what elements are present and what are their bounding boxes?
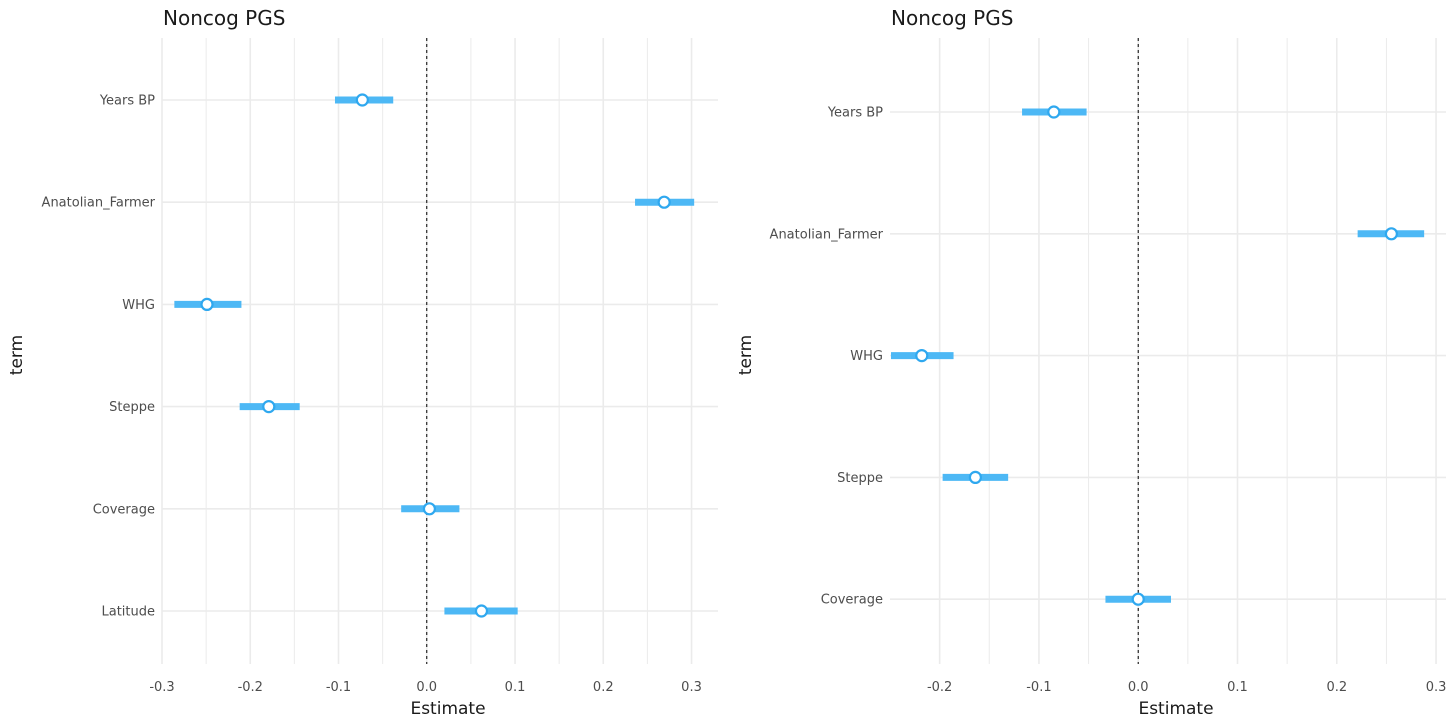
x-tick-label: -0.1 xyxy=(1026,680,1051,695)
y-tick-label: Steppe xyxy=(837,471,883,486)
estimate-point xyxy=(968,470,982,484)
estimate-point xyxy=(1384,227,1398,241)
estimate-point xyxy=(915,349,929,363)
y-tick-label: Years BP xyxy=(99,94,155,109)
panel-title: Noncog PGS xyxy=(891,6,1013,30)
x-tick-label: 0.3 xyxy=(681,680,702,695)
panel-2: -0.2 -0.1 0.0 0.1 0.2 0.3 Years BP Anatolian_Fa… xyxy=(736,6,1446,719)
x-tick-label: 0.0 xyxy=(1128,680,1149,695)
x-tick-label: 0.1 xyxy=(505,680,526,695)
y-tick-label: Coverage xyxy=(821,593,883,608)
x-axis-label: Estimate xyxy=(410,699,485,719)
y-tick-label: WHG xyxy=(850,349,883,364)
estimate-point xyxy=(200,297,214,311)
x-tick-label: 0.3 xyxy=(1426,680,1447,695)
y-tick-label: Steppe xyxy=(109,400,155,415)
x-tick-label: 0.0 xyxy=(416,680,437,695)
x-tick-label: 0.2 xyxy=(1326,680,1347,695)
estimate-point xyxy=(1047,105,1061,119)
estimate-point xyxy=(474,604,489,618)
y-axis-label: term xyxy=(736,335,756,375)
y-tick-label: Coverage xyxy=(93,502,155,517)
x-tick-label: -0.2 xyxy=(927,680,952,695)
x-tick-label: -0.2 xyxy=(238,680,263,695)
y-axis-label: term xyxy=(7,335,27,375)
y-tick-label: Anatolian_Farmer xyxy=(770,227,884,242)
x-tick-label: -0.1 xyxy=(326,680,351,695)
estimate-point xyxy=(262,400,276,414)
x-tick-label: 0.2 xyxy=(593,680,614,695)
y-tick-label: Anatolian_Farmer xyxy=(42,196,156,211)
estimate-point xyxy=(355,93,369,107)
y-tick-label: WHG xyxy=(122,298,155,313)
x-axis-label: Estimate xyxy=(1138,699,1213,719)
estimate-point xyxy=(422,502,437,516)
estimate-point xyxy=(657,195,671,209)
x-tick-label: 0.1 xyxy=(1227,680,1248,695)
panel-1: -0.3 -0.2 -0.1 0.0 0.1 0.2 0.3 Years BP Anatolia… xyxy=(7,6,718,719)
x-tick-label: -0.3 xyxy=(149,680,174,695)
estimate-point xyxy=(1131,592,1145,606)
panel-title: Noncog PGS xyxy=(163,6,285,30)
y-tick-label: Latitude xyxy=(101,605,155,620)
y-tick-label: Years BP xyxy=(827,106,883,121)
